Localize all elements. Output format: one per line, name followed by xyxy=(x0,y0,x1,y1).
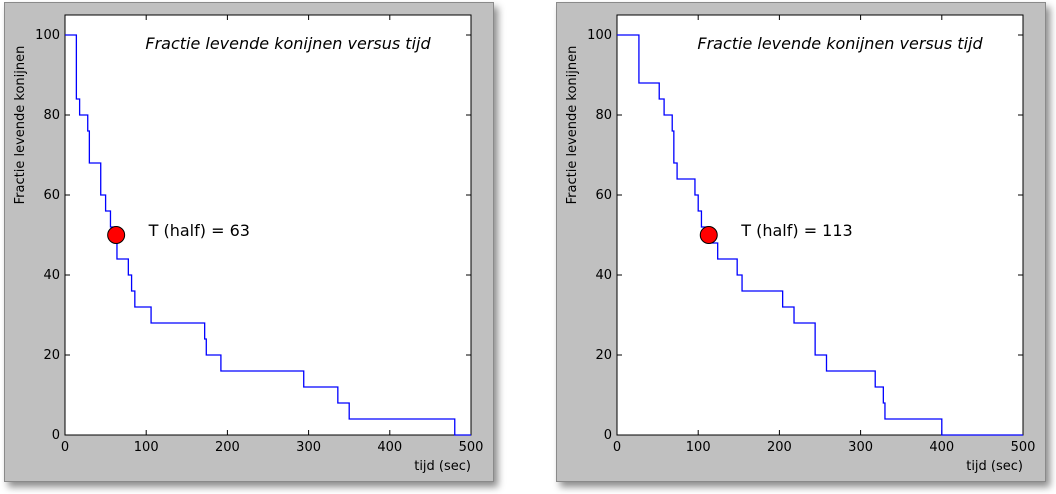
chart-panel-right: 0 100 200 300 400 500 0 20 40 60 80 100 T (half) = 1… xyxy=(556,2,1046,482)
y-axis-label: Fractie levende konijnen xyxy=(13,46,28,205)
x-tick-label: 400 xyxy=(377,440,402,455)
half-life-marker xyxy=(107,226,126,244)
x-tick-label: 300 xyxy=(848,440,873,455)
x-tick-label: 400 xyxy=(929,440,954,455)
x-axis-label: tijd (sec) xyxy=(966,459,1023,474)
y-tick-label: 40 xyxy=(595,268,612,283)
plot-area xyxy=(64,14,472,436)
y-tick-label: 0 xyxy=(52,428,60,443)
x-tick-label: 100 xyxy=(686,440,711,455)
half-life-annotation: T (half) = 113 xyxy=(740,221,852,240)
y-tick-label: 0 xyxy=(604,428,612,443)
y-axis-label: Fractie levende konijnen xyxy=(565,46,580,205)
chart-svg-left: 0 100 200 300 400 500 0 20 40 60 80 100 T (half) = 6… xyxy=(13,14,484,474)
series-line xyxy=(65,34,471,436)
y-tick-label: 80 xyxy=(43,108,60,123)
series-line xyxy=(617,34,1023,436)
chart-svg-right: 0 100 200 300 400 500 0 20 40 60 80 100 T (half) = 1… xyxy=(565,14,1036,474)
x-tick-label: 300 xyxy=(296,440,321,455)
y-tick-label: 100 xyxy=(35,28,60,43)
plot-area xyxy=(616,14,1024,436)
half-life-marker xyxy=(699,226,718,244)
y-tick-label: 60 xyxy=(595,188,612,203)
x-tick-label: 500 xyxy=(459,440,484,455)
x-tick-label: 500 xyxy=(1011,440,1036,455)
y-tick-label: 20 xyxy=(43,348,60,363)
x-tick-label: 0 xyxy=(61,440,69,455)
x-tick-label: 200 xyxy=(767,440,792,455)
chart-title: Fractie levende konijnen versus tijd xyxy=(145,34,431,53)
x-tick-label: 0 xyxy=(613,440,621,455)
chart-title: Fractie levende konijnen versus tijd xyxy=(697,34,983,53)
x-axis-label: tijd (sec) xyxy=(414,459,471,474)
x-tick-label: 200 xyxy=(215,440,240,455)
y-tick-label: 40 xyxy=(43,268,60,283)
y-tick-label: 80 xyxy=(595,108,612,123)
y-tick-label: 20 xyxy=(595,348,612,363)
y-tick-label: 100 xyxy=(587,28,612,43)
y-tick-label: 60 xyxy=(43,188,60,203)
chart-panel-left: 0 100 200 300 400 500 0 20 40 60 80 100 T (half) = 6… xyxy=(4,2,494,482)
half-life-annotation: T (half) = 63 xyxy=(148,221,250,240)
x-tick-label: 100 xyxy=(134,440,159,455)
